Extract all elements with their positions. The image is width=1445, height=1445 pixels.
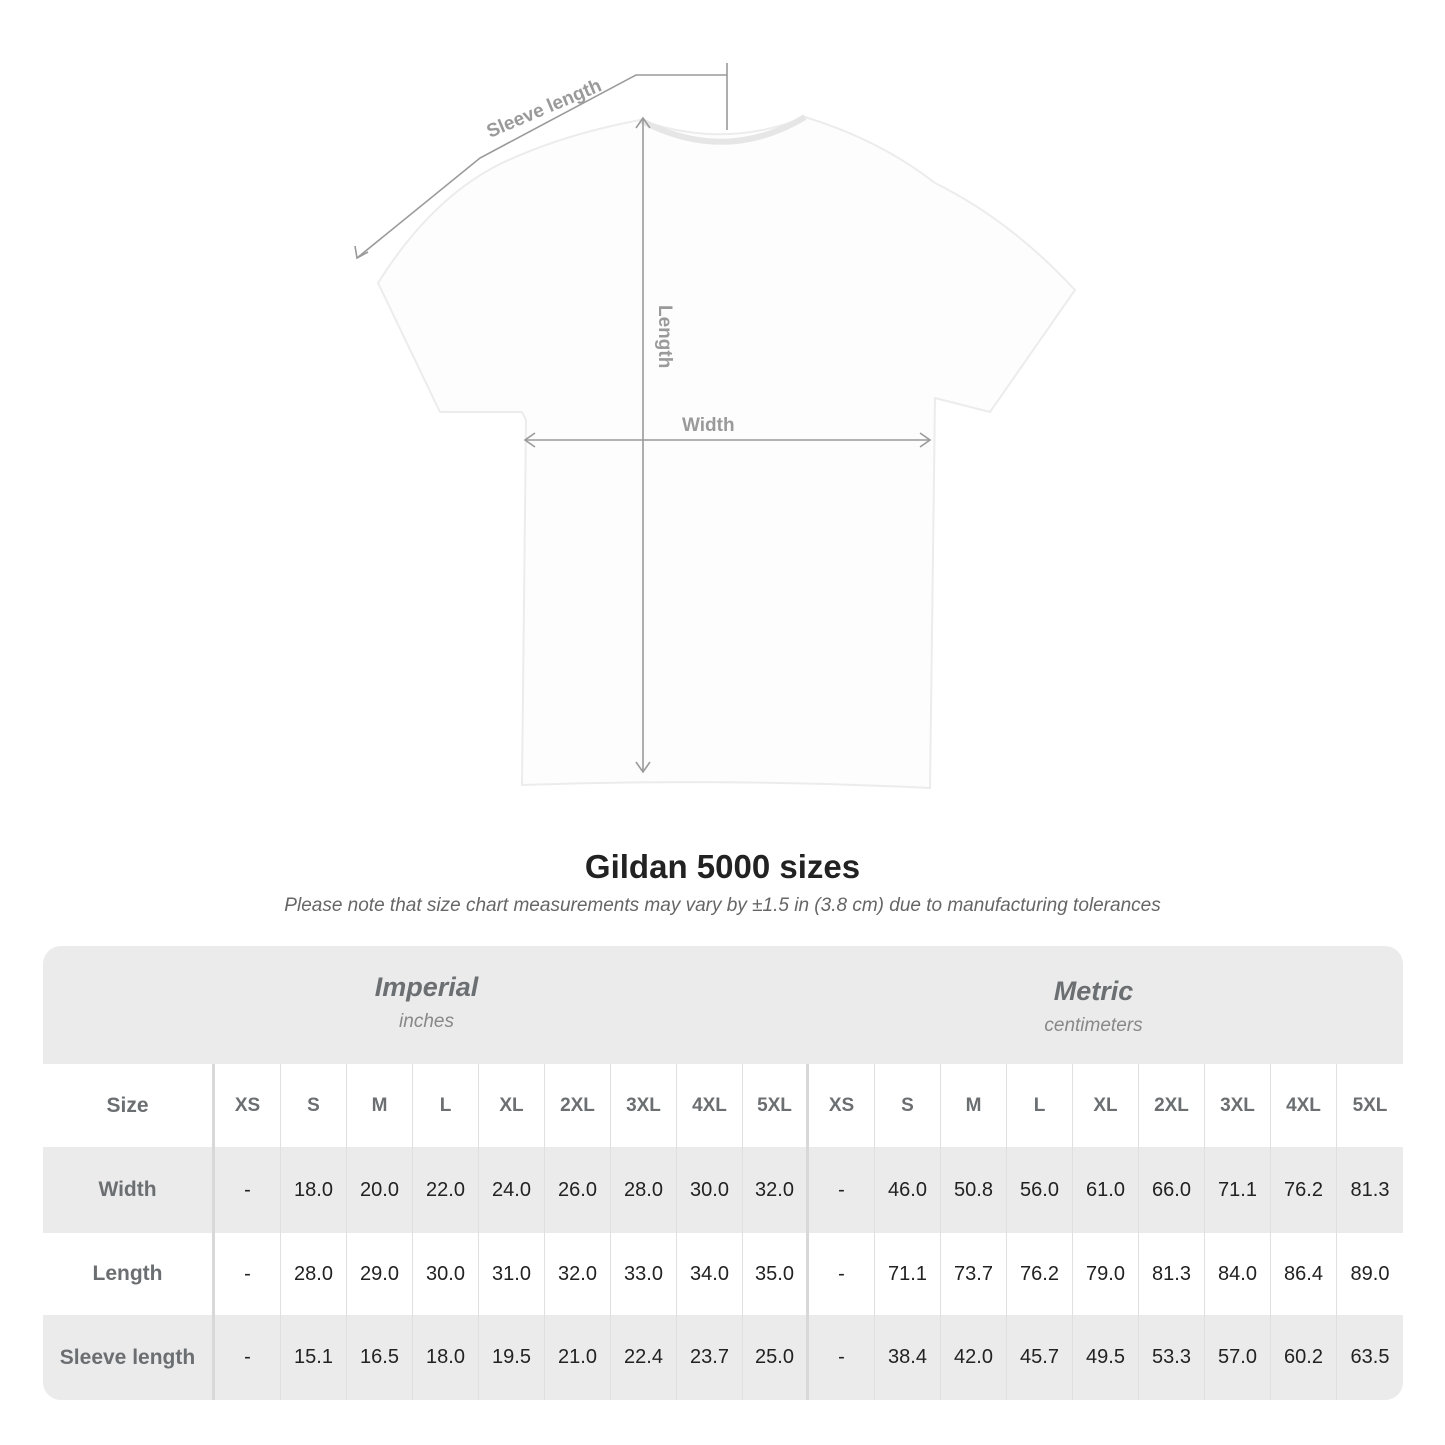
cell-metric: 79.0 — [1073, 1233, 1139, 1315]
cell-metric: 57.0 — [1205, 1315, 1271, 1400]
cell-imperial: 26.0 — [545, 1147, 611, 1233]
row-label: Width — [43, 1147, 215, 1233]
tshirt-diagram: Sleeve length Length Width — [354, 63, 1077, 790]
cell-imperial: 22.4 — [611, 1315, 677, 1400]
size-header-imperial: M — [347, 1064, 413, 1147]
cell-metric: 42.0 — [941, 1315, 1007, 1400]
size-header-metric: XL — [1073, 1064, 1139, 1147]
cell-metric: - — [809, 1147, 875, 1233]
cell-imperial: - — [215, 1147, 281, 1233]
imperial-unit: inches — [399, 1011, 454, 1032]
metric-title: Metric — [1053, 976, 1134, 1006]
size-header-metric: 4XL — [1271, 1064, 1337, 1147]
size-header-row: Size XS S M L XL 2XL 3XL 4XL 5XL XS S M L XL 2XL 3XL 4XL 5… — [43, 1064, 1403, 1147]
cell-metric: 38.4 — [875, 1315, 941, 1400]
cell-metric: 89.0 — [1350, 1262, 1390, 1285]
cell-metric: 73.7 — [941, 1233, 1007, 1315]
cell-imperial: 33.0 — [611, 1233, 677, 1315]
size-header-imperial: XS — [215, 1064, 281, 1147]
cell-imperial: 20.0 — [347, 1147, 413, 1233]
size-header-metric: 3XL — [1205, 1064, 1271, 1147]
cell-metric: 76.2 — [1271, 1147, 1337, 1233]
cell-metric: 50.8 — [941, 1147, 1007, 1233]
size-header-imperial: 4XL — [677, 1064, 743, 1147]
cell-metric: 56.0 — [1007, 1147, 1073, 1233]
cell-imperial: 28.0 — [281, 1233, 347, 1315]
cell-metric: 61.0 — [1073, 1147, 1139, 1233]
cell-metric: 53.3 — [1139, 1315, 1205, 1400]
cell-imperial: 31.0 — [479, 1233, 545, 1315]
cell-imperial: 21.0 — [545, 1315, 611, 1400]
size-header-imperial: S — [281, 1064, 347, 1147]
cell-metric: 46.0 — [875, 1147, 941, 1233]
cell-imperial: 35.0 — [743, 1233, 809, 1315]
metric-header: Metric centimeters — [810, 950, 1377, 1068]
cell-imperial: 24.0 — [479, 1147, 545, 1233]
cell-metric: 76.2 — [1007, 1233, 1073, 1315]
size-header-imperial: 3XL — [611, 1064, 677, 1147]
cell-imperial: 18.0 — [413, 1315, 479, 1400]
cell-metric: 63.5 — [1350, 1346, 1390, 1368]
cell-metric: 60.2 — [1271, 1315, 1337, 1400]
cell-imperial: 30.0 — [677, 1147, 743, 1233]
table-row: Length -28.0 29.0 30.0 31.0 32.0 33.0 34.0 35.0-… — [43, 1233, 1403, 1315]
cell-metric: - — [809, 1315, 875, 1400]
cell-imperial: - — [215, 1233, 281, 1315]
cell-imperial: 19.5 — [479, 1315, 545, 1400]
imperial-title: Imperial — [374, 972, 479, 1002]
size-header-metric: M — [941, 1064, 1007, 1147]
size-header-imperial: 5XL — [743, 1064, 809, 1147]
tolerance-note: Please note that size chart measurements… — [284, 895, 1161, 916]
cell-imperial: 15.1 — [281, 1315, 347, 1400]
cell-metric: 66.0 — [1139, 1147, 1205, 1233]
measurement-lines — [354, 63, 932, 774]
page-title: Gildan 5000 sizes — [584, 848, 861, 885]
cell-imperial: 32.0 — [545, 1233, 611, 1315]
cell-imperial: 29.0 — [347, 1233, 413, 1315]
row-label: Sleeve length — [43, 1315, 215, 1400]
cell-metric: 81.3 — [1139, 1233, 1205, 1315]
cell-imperial: 28.0 — [611, 1147, 677, 1233]
cell-metric: 81.3 — [1350, 1178, 1390, 1201]
size-header-metric: S — [875, 1064, 941, 1147]
cell-imperial: 23.7 — [677, 1315, 743, 1400]
cell-imperial: 18.0 — [281, 1147, 347, 1233]
table-row: Sleeve length -15.1 16.5 18.0 19.5 21.0 22.4 23… — [43, 1315, 1403, 1400]
cell-metric: 86.4 — [1271, 1233, 1337, 1315]
row-label: Size — [43, 1064, 215, 1147]
collar — [638, 114, 807, 145]
cell-metric: 49.5 — [1073, 1315, 1139, 1400]
width-label: Width — [682, 415, 735, 436]
cell-metric: - — [809, 1233, 875, 1315]
cell-metric: 71.1 — [1205, 1147, 1271, 1233]
cell-metric: 71.1 — [875, 1233, 941, 1315]
size-header-imperial: 2XL — [545, 1064, 611, 1147]
size-header-metric: 5XL — [1352, 1094, 1388, 1116]
length-label: Length — [654, 305, 675, 368]
cell-imperial: 22.0 — [413, 1147, 479, 1233]
cell-imperial: 34.0 — [677, 1233, 743, 1315]
metric-unit: centimeters — [1044, 1015, 1143, 1036]
tshirt-shape — [376, 115, 1077, 790]
row-label: Length — [43, 1233, 215, 1315]
imperial-header: Imperial inches — [215, 946, 638, 1064]
size-header-metric: 2XL — [1139, 1064, 1205, 1147]
cell-imperial: 32.0 — [743, 1147, 809, 1233]
cell-imperial: - — [215, 1315, 281, 1400]
table-row: Width -18.0 20.0 22.0 24.0 26.0 28.0 30.0 32.0-4… — [43, 1147, 1403, 1233]
cell-imperial: 30.0 — [413, 1233, 479, 1315]
cell-imperial: 25.0 — [743, 1315, 809, 1400]
cell-metric: 84.0 — [1205, 1233, 1271, 1315]
cell-imperial: 16.5 — [347, 1315, 413, 1400]
size-header-metric: XS — [809, 1064, 875, 1147]
size-header-imperial: L — [413, 1064, 479, 1147]
cell-metric: 45.7 — [1007, 1315, 1073, 1400]
size-table: Imperial inches Metric centimeters Size X… — [43, 946, 1403, 1400]
size-header-metric: L — [1007, 1064, 1073, 1147]
size-header-imperial: XL — [479, 1064, 545, 1147]
